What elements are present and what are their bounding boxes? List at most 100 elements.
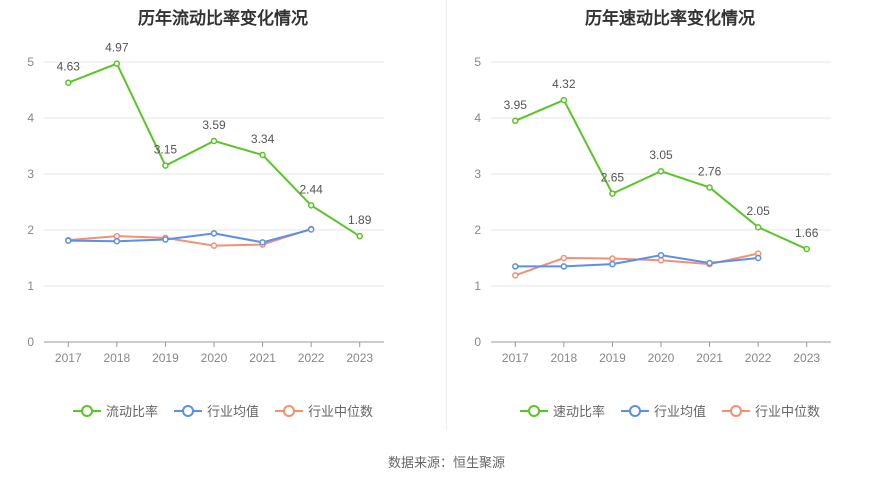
data-point[interactable] bbox=[754, 254, 762, 262]
y-tick-label: 4 bbox=[27, 111, 34, 125]
data-point[interactable] bbox=[210, 230, 218, 237]
data-point[interactable] bbox=[259, 151, 266, 159]
data-point[interactable] bbox=[560, 263, 568, 270]
data-label: 2.44 bbox=[299, 182, 323, 196]
data-point[interactable] bbox=[356, 232, 363, 240]
y-tick-label: 5 bbox=[474, 55, 481, 69]
x-tick-label: 2018 bbox=[551, 351, 578, 365]
data-point[interactable] bbox=[512, 117, 519, 125]
data-point[interactable] bbox=[657, 256, 665, 264]
data-point[interactable] bbox=[512, 263, 519, 270]
x-tick-label: 2020 bbox=[201, 351, 228, 365]
series-line bbox=[514, 98, 808, 250]
y-tick-label: 2 bbox=[474, 223, 481, 237]
legend-line-icon bbox=[519, 404, 548, 417]
x-tick-label: 2020 bbox=[648, 351, 675, 365]
series-line bbox=[68, 227, 312, 247]
chart-title: 历年速动比率变化情况 bbox=[585, 9, 755, 28]
data-label: 2.76 bbox=[698, 164, 722, 178]
legend-line-icon bbox=[722, 404, 750, 417]
data-label: 4.32 bbox=[552, 77, 576, 91]
x-tick-label: 2019 bbox=[152, 351, 179, 365]
data-point[interactable] bbox=[706, 259, 713, 267]
current-ratio-chart: 历年流动比率变化情况 0 1 2 3 4 5 2017 2018 2019 2020 2021 202… bbox=[0, 0, 446, 430]
x-tick-label: 2017 bbox=[502, 351, 529, 365]
legend-item-series-1[interactable]: 速动比率 bbox=[519, 401, 605, 420]
chart-title: 历年流动比率变化情况 bbox=[138, 9, 308, 28]
legend-label: 流动比率 bbox=[105, 404, 158, 419]
data-point[interactable] bbox=[162, 236, 169, 243]
series-line bbox=[514, 252, 759, 277]
legend: 流动比率 行业均值 行业中位数 bbox=[0, 401, 446, 420]
data-point[interactable] bbox=[609, 190, 616, 197]
y-tick-label: 4 bbox=[474, 111, 481, 125]
x-tick-label: 2023 bbox=[793, 351, 820, 365]
data-point[interactable] bbox=[512, 272, 519, 279]
x-tick-label: 2019 bbox=[599, 351, 626, 365]
series-line bbox=[67, 62, 361, 238]
series-line bbox=[68, 228, 312, 244]
data-point[interactable] bbox=[754, 223, 762, 231]
data-point[interactable] bbox=[706, 184, 713, 191]
legend-item-series-1[interactable]: 流动比率 bbox=[72, 401, 158, 420]
series-line bbox=[515, 254, 759, 268]
y-tick-label: 5 bbox=[27, 55, 34, 69]
data-label: 3.95 bbox=[504, 98, 528, 112]
quick-ratio-plot: 0 1 2 3 4 5 2017 2018 2019 2020 2021 2022 2023 3.95 4.… bbox=[474, 55, 831, 365]
data-label: 1.66 bbox=[795, 226, 819, 240]
quick-ratio-chart: 历年速动比率变化情况 0 1 2 3 4 5 2017 2018 2019 2020 2021 202… bbox=[447, 0, 893, 430]
data-label: 2.65 bbox=[601, 171, 625, 185]
data-source-note: 数据来源：恒生聚源 bbox=[387, 455, 505, 470]
legend-line-icon bbox=[620, 404, 649, 417]
data-point[interactable] bbox=[113, 60, 121, 67]
legend-item-series-3[interactable]: 行业中位数 bbox=[275, 401, 373, 420]
y-tick-label: 3 bbox=[27, 167, 34, 181]
data-point[interactable] bbox=[307, 226, 315, 233]
x-tick-label: 2023 bbox=[346, 351, 373, 365]
x-tick-label: 2017 bbox=[55, 351, 82, 365]
data-label: 1.89 bbox=[348, 213, 372, 227]
data-label: 3.34 bbox=[251, 132, 275, 146]
data-point[interactable] bbox=[113, 237, 121, 245]
data-point[interactable] bbox=[560, 96, 568, 104]
y-tick-label: 2 bbox=[27, 223, 34, 237]
legend-label: 行业中位数 bbox=[308, 404, 374, 419]
legend-item-series-2[interactable]: 行业均值 bbox=[620, 401, 706, 420]
data-point[interactable] bbox=[657, 167, 665, 175]
data-point[interactable] bbox=[65, 79, 72, 86]
y-tick-label: 0 bbox=[474, 335, 481, 349]
data-label: 4.97 bbox=[105, 41, 129, 55]
x-tick-label: 2022 bbox=[745, 351, 772, 365]
data-point[interactable] bbox=[803, 245, 810, 253]
data-point[interactable] bbox=[657, 251, 665, 259]
legend-line-icon bbox=[275, 404, 303, 417]
data-point[interactable] bbox=[307, 202, 315, 209]
data-point[interactable] bbox=[259, 239, 266, 246]
data-point[interactable] bbox=[210, 242, 218, 249]
legend-label: 行业均值 bbox=[653, 404, 706, 419]
legend-label: 行业中位数 bbox=[755, 404, 821, 419]
legend: 速动比率 行业均值 行业中位数 bbox=[447, 401, 893, 420]
data-point[interactable] bbox=[609, 260, 616, 268]
x-tick-label: 2018 bbox=[104, 351, 131, 365]
data-point[interactable] bbox=[162, 162, 169, 169]
data-point[interactable] bbox=[210, 137, 218, 145]
y-tick-label: 3 bbox=[474, 167, 481, 181]
y-tick-label: 1 bbox=[474, 279, 481, 293]
legend-item-series-3[interactable]: 行业中位数 bbox=[722, 401, 820, 420]
legend-line-icon bbox=[72, 404, 101, 417]
legend-item-series-2[interactable]: 行业均值 bbox=[173, 401, 259, 420]
data-point[interactable] bbox=[609, 255, 616, 262]
legend-label: 行业均值 bbox=[206, 404, 259, 419]
legend-label: 速动比率 bbox=[552, 404, 605, 419]
data-point[interactable] bbox=[560, 254, 568, 262]
x-tick-label: 2022 bbox=[298, 351, 325, 365]
x-tick-label: 2021 bbox=[696, 351, 723, 365]
y-tick-label: 0 bbox=[27, 335, 34, 349]
data-point[interactable] bbox=[113, 232, 121, 240]
y-tick-label: 1 bbox=[27, 279, 34, 293]
data-point[interactable] bbox=[65, 237, 72, 244]
legend-line-icon bbox=[173, 404, 202, 417]
current-ratio-plot: 0 1 2 3 4 5 2017 2018 2019 2020 2021 2022 2023 4.63 4.… bbox=[27, 41, 384, 365]
panel-divider bbox=[446, 0, 447, 430]
